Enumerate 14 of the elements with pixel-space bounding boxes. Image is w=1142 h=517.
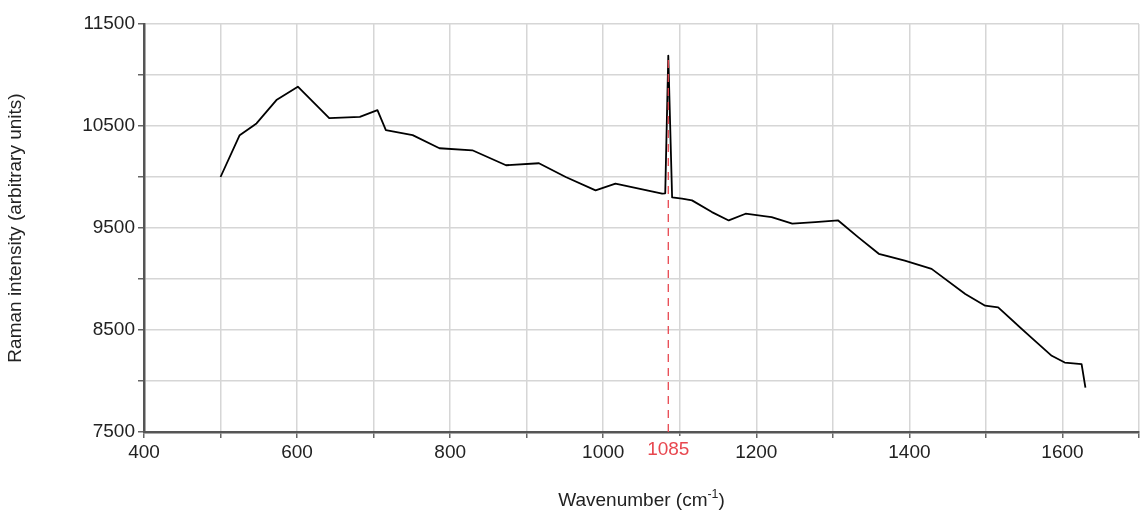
x-tick-label: 800 <box>434 440 467 462</box>
y-tick-label: 7500 <box>92 420 135 442</box>
y-axis-title: Raman intensity (arbitrary units) <box>3 93 25 363</box>
ref-line-label: 1085 <box>647 437 690 459</box>
x-tick-label: 1200 <box>735 440 778 462</box>
x-tick-label: 600 <box>281 440 313 462</box>
y-tick-label: 11500 <box>83 12 135 34</box>
y-tick-label: 8500 <box>92 318 135 340</box>
x-tick-label: 1000 <box>582 440 625 462</box>
x-tick-label: 1600 <box>1041 440 1084 462</box>
x-tick-label: 400 <box>128 440 160 462</box>
x-tick-label: 1400 <box>888 440 931 462</box>
y-tick-label: 9500 <box>92 216 135 238</box>
y-tick-label: 10500 <box>82 114 135 136</box>
